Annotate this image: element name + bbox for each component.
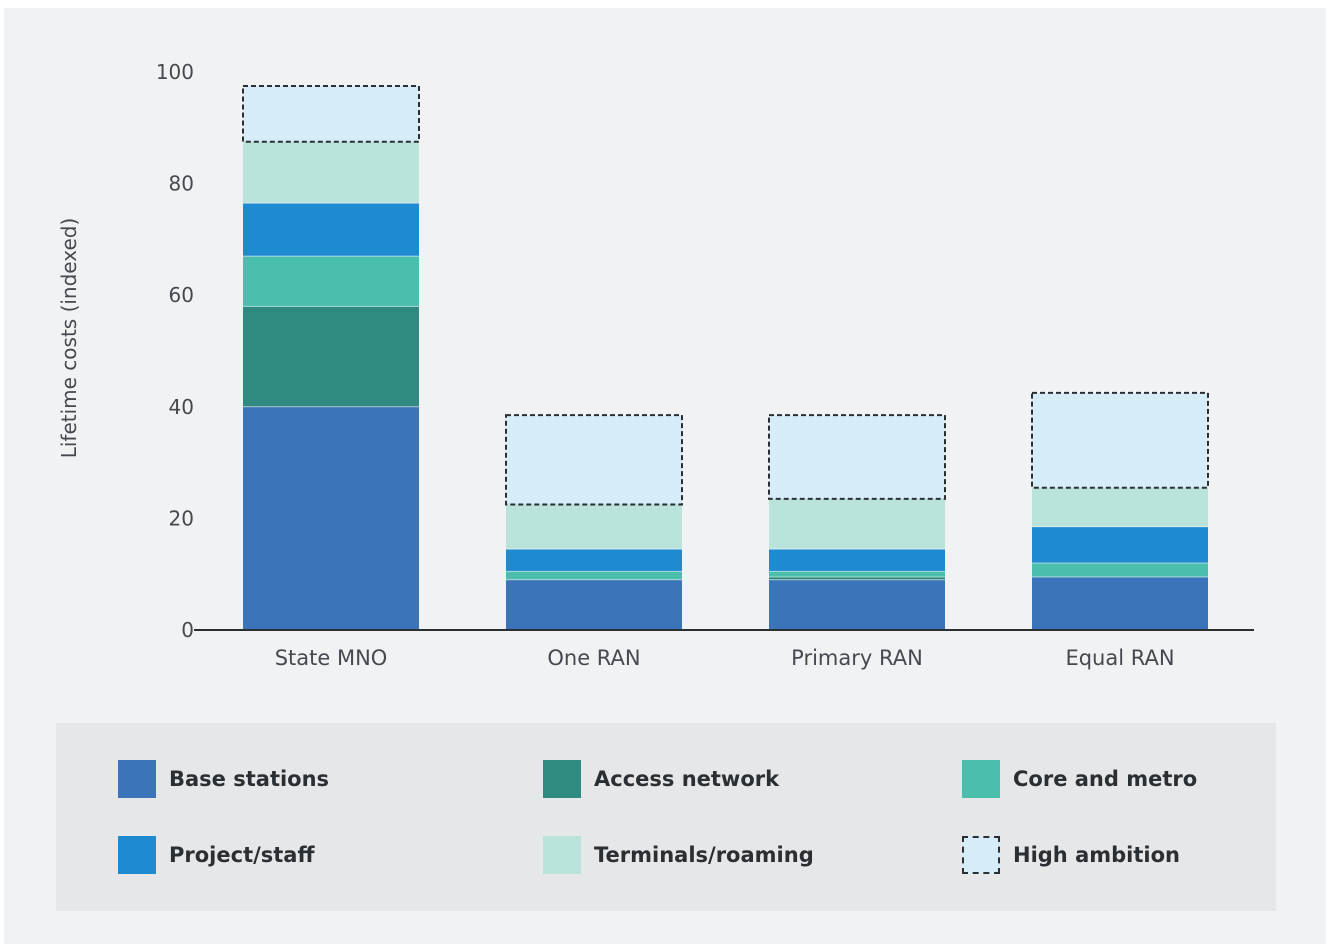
y-axis-title: Lifetime costs (indexed) [57, 218, 81, 459]
bar-segment-equal-ran-high-ambition [1031, 391, 1209, 489]
bar-segment-state-mno-access-network [243, 306, 419, 407]
project-staff-swatch [118, 836, 156, 874]
y-tick-label: 60 [169, 283, 194, 307]
base-stations-swatch [118, 760, 156, 798]
legend-item-access-network: Access network [543, 759, 779, 799]
bar-segment-primary-ran-base-stations [769, 579, 945, 630]
bar-segment-state-mno-high-ambition [242, 84, 420, 143]
terminals-roaming-swatch [543, 836, 581, 874]
stacked-bar-chart: 0 20 40 60 80 100 State MNO One RAN Primary RAN… [57, 60, 1254, 670]
x-category-label: State MNO [275, 646, 388, 670]
legend-label: Base stations [169, 767, 330, 791]
high-ambition-swatch [962, 836, 1000, 874]
bar-segment-equal-ran-base-stations [1032, 576, 1208, 630]
bar-segment-state-mno-core-and-metro [243, 256, 419, 307]
legend-item-terminals-roaming: Terminals/roaming [543, 835, 814, 875]
bar-segment-one-ran-core-and-metro [506, 571, 682, 580]
bar-segment-one-ran-high-ambition [505, 414, 683, 506]
legend-item-high-ambition: High ambition [962, 835, 1180, 875]
legend-label: Terminals/roaming [594, 843, 814, 867]
bar-segment-state-mno-project-staff [243, 203, 419, 257]
core-and-metro-swatch [962, 760, 1000, 798]
legend-item-core-and-metro: Core and metro [962, 759, 1197, 799]
y-tick-label: 100 [156, 60, 194, 84]
bar-segment-one-ran-project-staff [506, 549, 682, 572]
legend-label: High ambition [1013, 843, 1180, 867]
bar-segment-one-ran-base-stations [506, 579, 682, 630]
bar-segment-state-mno-terminals-roaming [243, 141, 419, 204]
legend-item-base-stations: Base stations [118, 759, 329, 799]
legend: Base stations Access network Core and me… [56, 723, 1276, 911]
bar-segment-equal-ran-project-staff [1032, 526, 1208, 564]
x-category-label: Primary RAN [791, 646, 923, 670]
bar-segment-primary-ran-terminals-roaming [769, 498, 945, 550]
bar-segment-equal-ran-core-and-metro [1032, 563, 1208, 577]
y-tick-label: 20 [169, 506, 194, 530]
access-network-swatch [543, 760, 581, 798]
bar-segment-primary-ran-access-network [769, 576, 945, 580]
bar-segment-primary-ran-project-staff [769, 549, 945, 572]
chart-card: 0 20 40 60 80 100 State MNO One RAN Primary RAN… [4, 8, 1326, 944]
bar-segment-primary-ran-high-ambition [768, 414, 946, 500]
legend-item-project-staff: Project/staff [118, 835, 315, 875]
legend-label: Project/staff [169, 843, 315, 867]
y-tick-label: 40 [169, 395, 194, 419]
y-tick-label: 80 [169, 172, 194, 196]
y-tick-label: 0 [181, 618, 194, 642]
bar-segment-primary-ran-core-and-metro [769, 571, 945, 577]
bar-segment-equal-ran-terminals-roaming [1032, 487, 1208, 527]
x-category-label: One RAN [547, 646, 640, 670]
legend-label: Access network [594, 767, 780, 791]
bar-segment-one-ran-terminals-roaming [506, 504, 682, 550]
x-category-label: Equal RAN [1065, 646, 1174, 670]
bar-segment-state-mno-base-stations [243, 406, 419, 630]
legend-label: Core and metro [1013, 767, 1198, 791]
